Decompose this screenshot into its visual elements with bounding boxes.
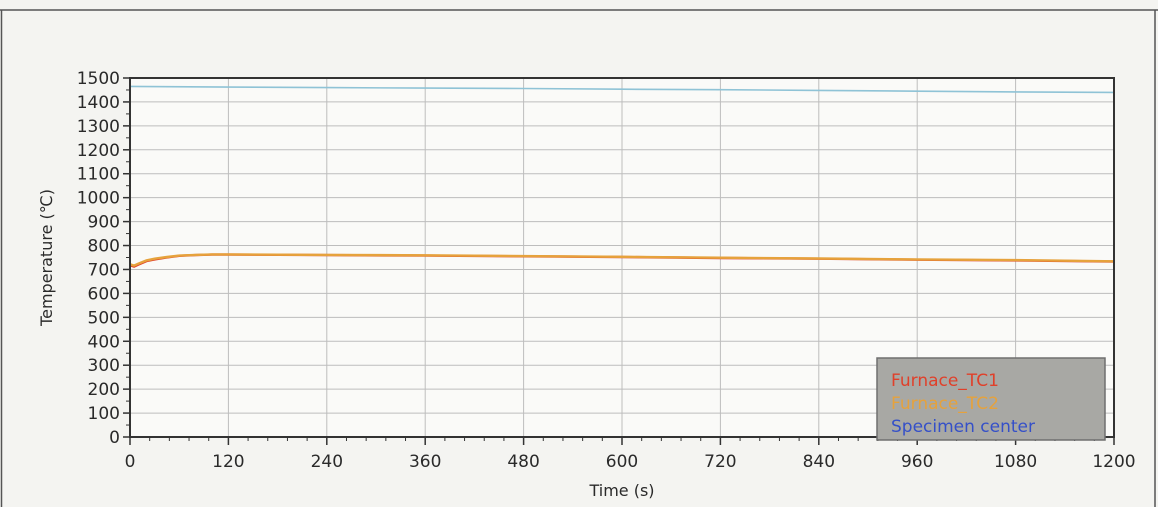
y-tick-label: 1200 xyxy=(77,141,120,161)
y-tick-label: 100 xyxy=(88,404,120,424)
y-tick-label: 300 xyxy=(88,356,120,376)
legend-box xyxy=(876,357,1106,441)
x-tick-label: 720 xyxy=(704,452,736,472)
y-tick-labels: 0 100 200 300 400 500 600 700 800 900 1000 1100 1200… xyxy=(77,69,130,448)
x-tick-label: 960 xyxy=(901,452,933,472)
y-tick-label: 400 xyxy=(88,332,120,352)
legend-item-specimen-center: Specimen center xyxy=(891,417,1035,437)
x-tick-label: 1200 xyxy=(1092,452,1135,472)
x-axis-label: Time (s) xyxy=(588,481,654,500)
y-tick-label: 1300 xyxy=(77,117,120,137)
y-tick-label: 800 xyxy=(88,237,120,257)
y-tick-label: 1000 xyxy=(77,189,120,209)
series-line-furnace-tc2 xyxy=(129,253,1115,267)
x-tick-label: 600 xyxy=(606,452,638,472)
x-tick-labels: 0 120 240 360 480 600 720 840 960 1080 1200 xyxy=(125,437,1136,472)
y-tick-label: 200 xyxy=(88,380,120,400)
legend: Furnace_TC1 Furnace_TC2 Specimen center xyxy=(876,357,1106,441)
legend-item-furnace-tc2: Furnace_TC2 xyxy=(891,394,999,414)
x-tick-label: 120 xyxy=(212,452,244,472)
x-tick-label: 480 xyxy=(507,452,539,472)
y-tick-label: 600 xyxy=(88,284,120,304)
y-axis-label: Temperature (℃) xyxy=(37,189,56,327)
y-tick-label: 0 xyxy=(109,428,120,448)
y-tick-label: 900 xyxy=(88,213,120,233)
series-lines xyxy=(129,85,1115,268)
y-tick-label: 1100 xyxy=(77,165,120,185)
legend-item-furnace-tc1: Furnace_TC1 xyxy=(891,371,999,391)
series-line-specimen-center xyxy=(129,85,1115,94)
x-tick-label: 840 xyxy=(803,452,835,472)
x-tick-label: 240 xyxy=(311,452,343,472)
x-tick-label: 360 xyxy=(409,452,441,472)
x-tick-label: 1080 xyxy=(994,452,1037,472)
y-tick-label: 500 xyxy=(88,308,120,328)
y-tick-label: 1500 xyxy=(77,69,120,89)
x-tick-label: 0 xyxy=(125,452,136,472)
y-tick-label: 700 xyxy=(88,260,120,280)
y-tick-label: 1400 xyxy=(77,93,120,113)
